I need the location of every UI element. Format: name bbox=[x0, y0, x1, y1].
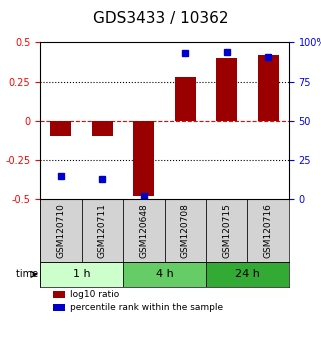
FancyBboxPatch shape bbox=[247, 199, 289, 262]
FancyBboxPatch shape bbox=[40, 199, 82, 262]
Bar bbox=[92, 121, 113, 137]
Bar bbox=[258, 55, 279, 121]
Text: GSM120648: GSM120648 bbox=[139, 203, 148, 258]
Text: GSM120716: GSM120716 bbox=[264, 203, 273, 258]
Text: GSM120715: GSM120715 bbox=[222, 203, 231, 258]
Bar bbox=[50, 121, 71, 137]
FancyBboxPatch shape bbox=[82, 199, 123, 262]
Bar bbox=[216, 58, 237, 121]
Bar bbox=[134, 121, 154, 196]
FancyBboxPatch shape bbox=[206, 199, 247, 262]
FancyBboxPatch shape bbox=[123, 199, 165, 262]
Bar bbox=[53, 304, 65, 311]
FancyBboxPatch shape bbox=[206, 262, 289, 287]
Text: GSM120711: GSM120711 bbox=[98, 203, 107, 258]
Text: GSM120710: GSM120710 bbox=[56, 203, 65, 258]
Text: GDS3433 / 10362: GDS3433 / 10362 bbox=[93, 11, 228, 25]
Text: log10 ratio: log10 ratio bbox=[70, 290, 119, 299]
Bar bbox=[53, 291, 65, 298]
Text: 1 h: 1 h bbox=[73, 269, 91, 279]
Text: GSM120708: GSM120708 bbox=[181, 203, 190, 258]
Text: 24 h: 24 h bbox=[235, 269, 260, 279]
Bar bbox=[175, 77, 195, 121]
FancyBboxPatch shape bbox=[40, 262, 123, 287]
Text: 4 h: 4 h bbox=[156, 269, 173, 279]
Text: time: time bbox=[16, 269, 41, 279]
FancyBboxPatch shape bbox=[123, 262, 206, 287]
FancyBboxPatch shape bbox=[165, 199, 206, 262]
Text: percentile rank within the sample: percentile rank within the sample bbox=[70, 303, 223, 312]
